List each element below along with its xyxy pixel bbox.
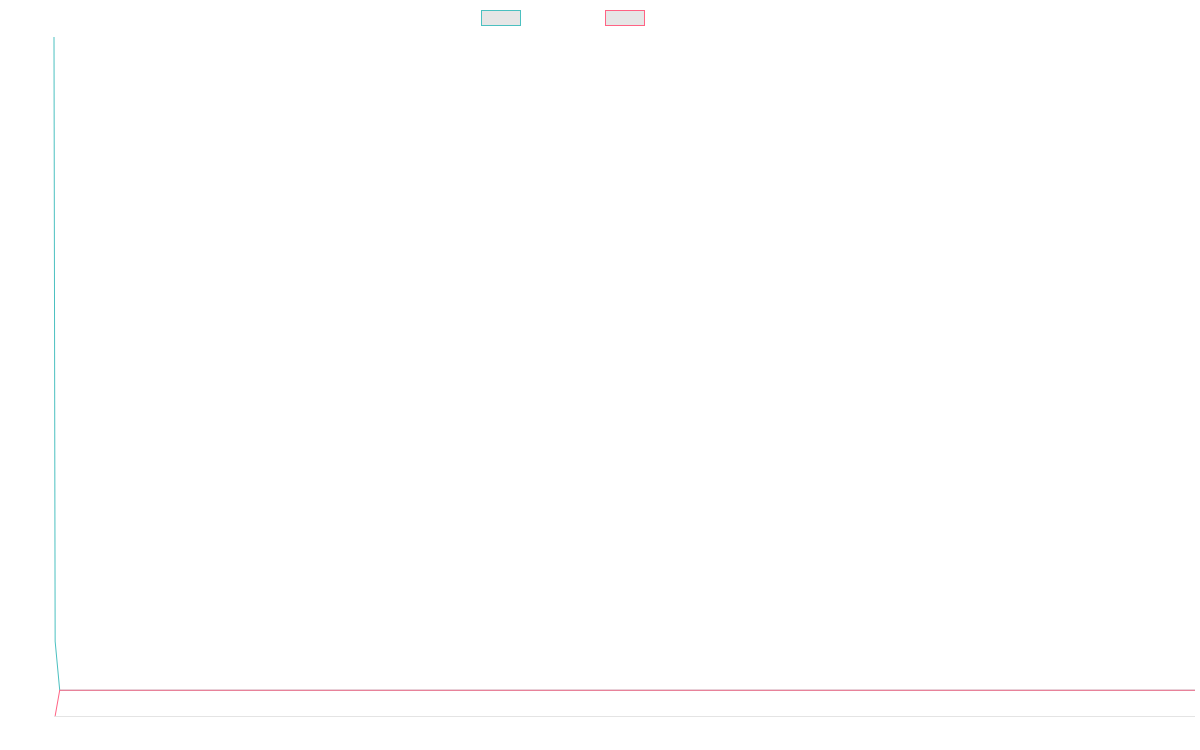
legend-swatch[interactable] [481, 10, 521, 26]
series-line [54, 689, 1195, 717]
series-line [53, 36, 1195, 691]
legend-swatch[interactable] [605, 10, 645, 26]
